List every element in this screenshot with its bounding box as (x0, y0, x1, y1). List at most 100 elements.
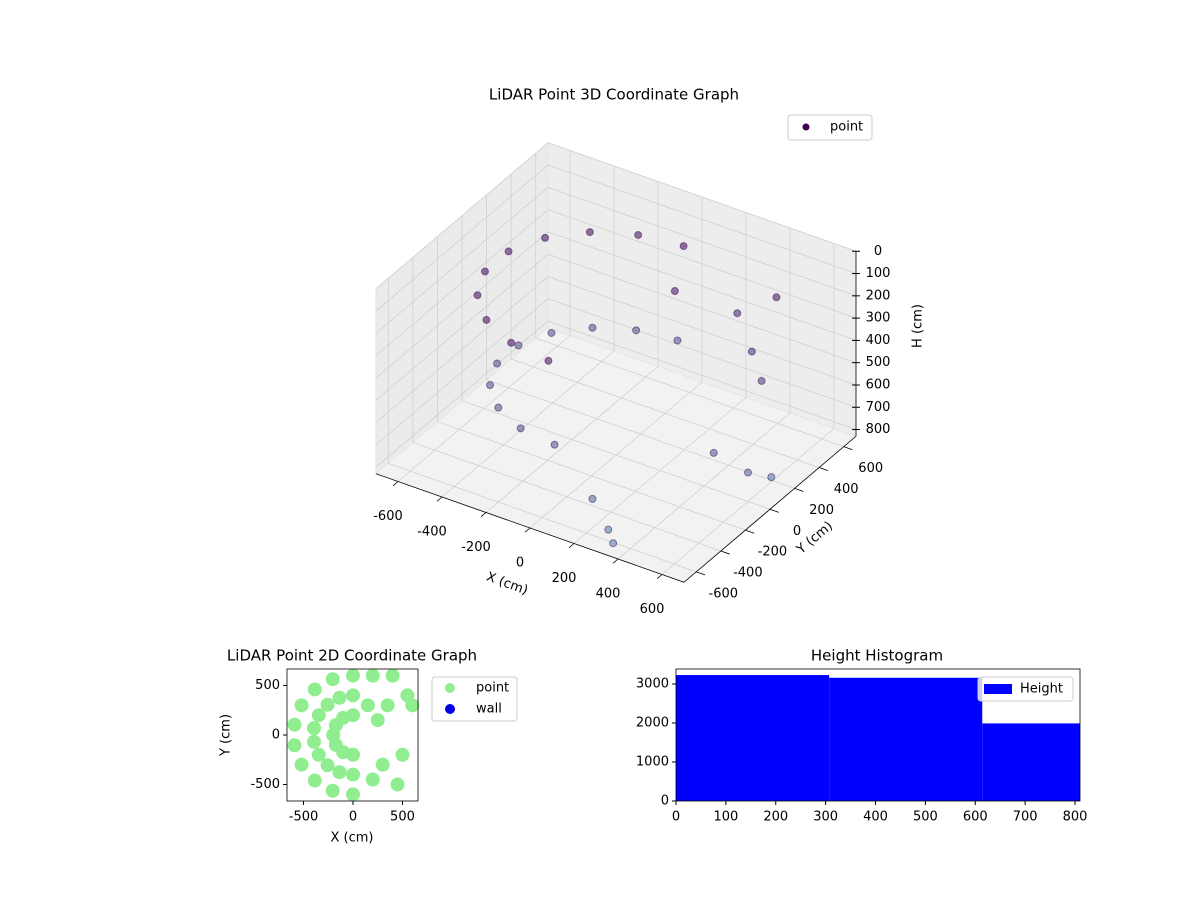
legend-label: Height (1020, 682, 1063, 697)
chart-title: LiDAR Point 3D Coordinate Graph (489, 86, 739, 104)
chart-title: Height Histogram (811, 647, 943, 665)
data-point (332, 690, 347, 705)
tick-mark (794, 488, 804, 492)
axis-line (375, 473, 685, 583)
data-point (514, 341, 523, 350)
data-point (325, 783, 340, 798)
data-point (588, 494, 597, 503)
y-tick-label: 0 (661, 794, 669, 809)
data-point (486, 381, 495, 390)
x-tick-label: 300 (813, 810, 838, 825)
legend-box (431, 676, 518, 722)
grid-line (375, 187, 549, 334)
grid-line (547, 298, 857, 408)
data-point (345, 787, 360, 802)
data-point (507, 338, 516, 347)
axis-line (683, 435, 857, 583)
bar (676, 675, 830, 801)
z-tick-label: 100 (866, 266, 891, 281)
tick-mark (745, 529, 755, 534)
z-tick-label: 400 (866, 333, 891, 348)
data-point (747, 347, 756, 356)
data-point (307, 734, 322, 749)
legend-label: point (476, 681, 509, 696)
data-point (325, 672, 340, 687)
data-point (709, 448, 718, 457)
y-tick-label: 500 (255, 678, 280, 693)
y-tick-label: 600 (858, 461, 883, 476)
data-point (365, 772, 380, 787)
grid-line (486, 379, 795, 489)
data-point (494, 403, 503, 412)
y-tick-label: -500 (250, 777, 280, 792)
x-tick-label: 500 (390, 810, 415, 825)
x-tick-label: 200 (763, 810, 788, 825)
grid-line (547, 253, 857, 364)
x-tick-label: 100 (713, 810, 738, 825)
data-point (767, 473, 776, 482)
data-point (294, 757, 309, 772)
y-tick-label: 0 (793, 524, 801, 539)
data-point (473, 291, 482, 300)
x-tick-label: 0 (672, 810, 680, 825)
data-point (332, 765, 347, 780)
tick-mark (392, 481, 399, 486)
data-point (588, 323, 597, 332)
grid-line (547, 142, 857, 252)
data-point (544, 356, 553, 365)
data-point (632, 326, 641, 335)
x-tick-label: 600 (640, 602, 665, 617)
data-point (480, 267, 489, 276)
data-point (345, 767, 360, 782)
tick-mark (480, 512, 487, 517)
data-point (390, 777, 405, 792)
z-axis-label: H (cm) (911, 304, 926, 348)
plot-frame (675, 668, 1081, 802)
grid-line (375, 253, 549, 401)
legend-box (787, 114, 873, 141)
x-tick-label: 800 (1063, 810, 1088, 825)
x-tick-label: 700 (1013, 810, 1038, 825)
data-point (287, 717, 302, 732)
data-point (370, 713, 385, 728)
x-tick-label: 200 (552, 571, 577, 586)
x-tick-label: -200 (461, 540, 491, 555)
legend-marker (445, 704, 455, 714)
grid-line (412, 442, 721, 552)
data-point (395, 747, 410, 762)
grid-line (375, 298, 549, 446)
data-point (320, 758, 335, 773)
y-tick-label: -200 (758, 545, 788, 560)
data-point (493, 359, 502, 368)
chart-title: LiDAR Point 2D Coordinate Graph (227, 647, 477, 665)
data-point (287, 738, 302, 753)
data-point (360, 698, 375, 713)
x-tick-label: 400 (863, 810, 888, 825)
grid-line (437, 421, 746, 531)
data-point (744, 468, 752, 477)
y-tick-label: 200 (809, 503, 834, 518)
data-point (375, 757, 390, 772)
data-point (482, 315, 491, 324)
y-tick-label: 3000 (636, 677, 669, 692)
data-point (311, 708, 326, 723)
x-tick-label: 0 (516, 556, 524, 571)
data-point (550, 440, 559, 449)
x-tick-label: -400 (417, 525, 447, 540)
x-tick-label: 500 (913, 810, 938, 825)
tick-mark (843, 446, 853, 451)
grid-line (388, 462, 697, 573)
grid-line (547, 186, 857, 297)
x-axis-label: X (cm) (331, 831, 374, 846)
grid-line (375, 164, 549, 312)
data-point (365, 668, 380, 683)
x-tick-label: -500 (289, 810, 319, 825)
data-point (585, 228, 594, 237)
grid-line (375, 231, 549, 379)
tick-mark (720, 550, 730, 555)
data-point (345, 668, 360, 683)
data-point (320, 697, 335, 712)
tick-mark (769, 508, 779, 513)
tick-mark (436, 496, 443, 502)
